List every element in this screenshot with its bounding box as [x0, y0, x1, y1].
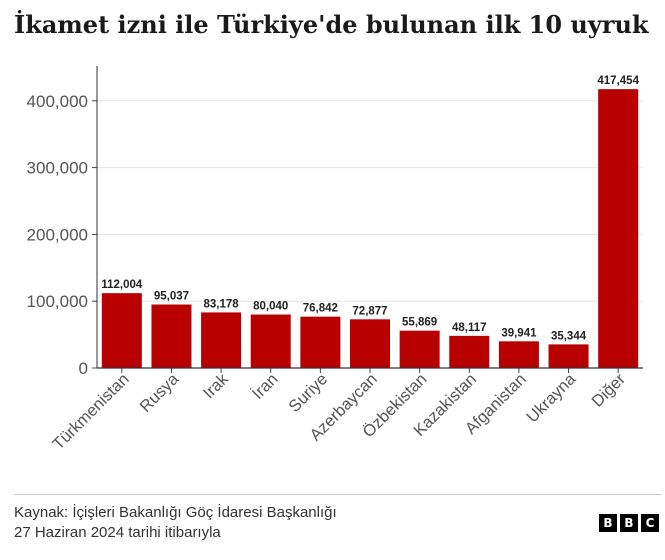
logo-letter-1: B [599, 514, 617, 532]
source-line-2: 27 Haziran 2024 tarihi itibarıyla [14, 524, 221, 541]
bar-value-label: 39,941 [501, 327, 537, 339]
logo-letter-2: B [620, 514, 638, 532]
bar [101, 293, 142, 368]
logo-letter-3: C [641, 514, 659, 532]
bar-value-label: 35,344 [551, 330, 587, 342]
y-tick-label: 400,000 [27, 92, 88, 111]
bar [399, 330, 440, 368]
y-tick-label: 200,000 [27, 225, 88, 244]
y-tick-label: 300,000 [27, 159, 88, 178]
x-category-label: Ukrayna [523, 370, 580, 427]
bar-value-label: 55,869 [402, 317, 437, 329]
y-tick-label: 100,000 [27, 292, 88, 311]
y-tick-label: 0 [79, 359, 88, 378]
x-category-label: İran [248, 369, 282, 403]
x-category-label: Diğer [588, 370, 629, 411]
chart-title: İkamet izni ile Türkiye'de bulunan ilk 1… [14, 10, 649, 39]
bar-value-label: 112,004 [101, 279, 143, 291]
bbc-logo: B B C [599, 514, 659, 532]
x-category-label: Suriye [285, 370, 331, 416]
bar [350, 319, 390, 368]
bar-value-label: 417,454 [597, 75, 639, 87]
x-category-label: Rusya [136, 370, 182, 416]
footer-divider [14, 494, 662, 495]
bar-value-label: 95,037 [154, 291, 189, 303]
x-category-label: Irak [200, 370, 233, 403]
bar-value-label: 76,842 [303, 303, 338, 315]
bar-value-label: 72,877 [352, 305, 387, 317]
bar-value-label: 80,040 [253, 301, 288, 313]
bar [250, 314, 291, 368]
source-note: Kaynak: İçişleri Bakanlığı Göç İdaresi B… [14, 503, 337, 543]
bar-chart: 0 100,000 200,000 300,000 400,000 112,004 Türk… [27, 66, 643, 454]
bar [300, 316, 341, 368]
bar [498, 341, 539, 368]
bar [201, 312, 242, 368]
bar-value-label: 83,178 [203, 298, 239, 310]
bar-value-label: 48,117 [452, 322, 487, 334]
bar [598, 89, 639, 368]
bar [548, 344, 589, 368]
bar [151, 304, 192, 368]
source-line-1: Kaynak: İçişleri Bakanlığı Göç İdaresi B… [14, 504, 337, 521]
x-category-label: Türkmenistan [49, 370, 132, 453]
bar [449, 335, 490, 368]
